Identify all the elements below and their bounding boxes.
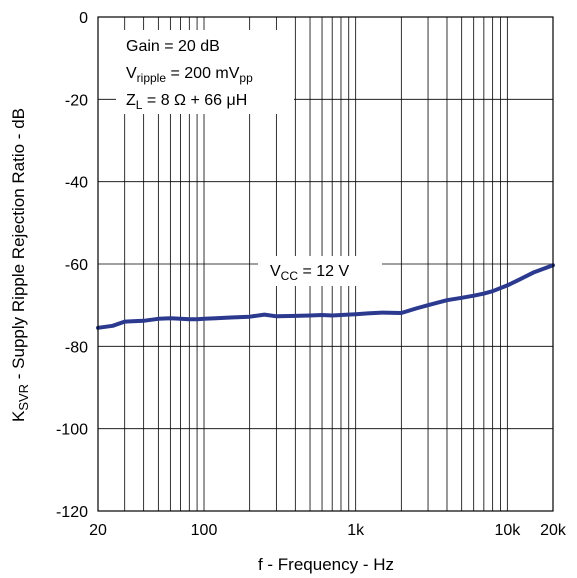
y-axis-title-subscript: SVR — [16, 384, 31, 411]
vripple-value: = 200 mV — [166, 65, 240, 82]
y-tick-label: -120 — [56, 504, 88, 521]
series-label-vcc: VCC = 12 V — [270, 263, 349, 283]
y-tick-label: 0 — [79, 10, 88, 27]
series-line-vcc-12v — [96, 263, 555, 330]
y-axis-title: KSVR - Supply Ripple Rejection Ratio - d… — [9, 108, 31, 422]
zl-condition: ZL = 8 Ω + 66 μH — [126, 92, 247, 112]
zl-value: = 8 Ω + 66 μH — [142, 92, 247, 109]
series-label-box — [258, 256, 382, 286]
plot-frame — [97, 16, 554, 512]
x-axis-title: f - Frequency - Hz — [258, 555, 394, 574]
y-tick-labels: 0 -20 -40 -60 -80 -100 -120 — [56, 10, 88, 521]
zl-subscript: L — [136, 98, 143, 112]
y-tick-label: -40 — [65, 175, 88, 192]
y-tick-label: -80 — [65, 339, 88, 356]
gain-condition: Gain = 20 dB — [126, 38, 220, 55]
conditions-box — [116, 30, 294, 114]
series-layer — [96, 263, 555, 330]
zl-main: Z — [126, 92, 136, 109]
y-tick-label: -60 — [65, 257, 88, 274]
x-tick-label: 20k — [540, 522, 567, 539]
y-axis-title-rest: - Supply Ripple Rejection Ratio - dB — [9, 108, 28, 384]
vripple-condition: Vripple = 200 mVpp — [126, 65, 253, 85]
vcc-value: = 12 V — [298, 263, 349, 280]
vripple-main: V — [126, 65, 137, 82]
x-tick-label: 10k — [494, 522, 521, 539]
y-tick-label: -100 — [56, 422, 88, 439]
x-tick-label: 1k — [347, 522, 365, 539]
y-tick-label: -20 — [65, 92, 88, 109]
x-tick-labels: 20 100 1k 10k 20k — [89, 522, 567, 539]
vcc-main: V — [270, 263, 281, 280]
vripple-unit-subscript: pp — [239, 71, 253, 85]
vripple-subscript: ripple — [137, 71, 167, 85]
x-tick-label: 100 — [191, 522, 218, 539]
y-axis-title-main: K — [9, 410, 28, 422]
vcc-subscript: CC — [281, 269, 299, 283]
x-tick-label: 20 — [89, 522, 107, 539]
